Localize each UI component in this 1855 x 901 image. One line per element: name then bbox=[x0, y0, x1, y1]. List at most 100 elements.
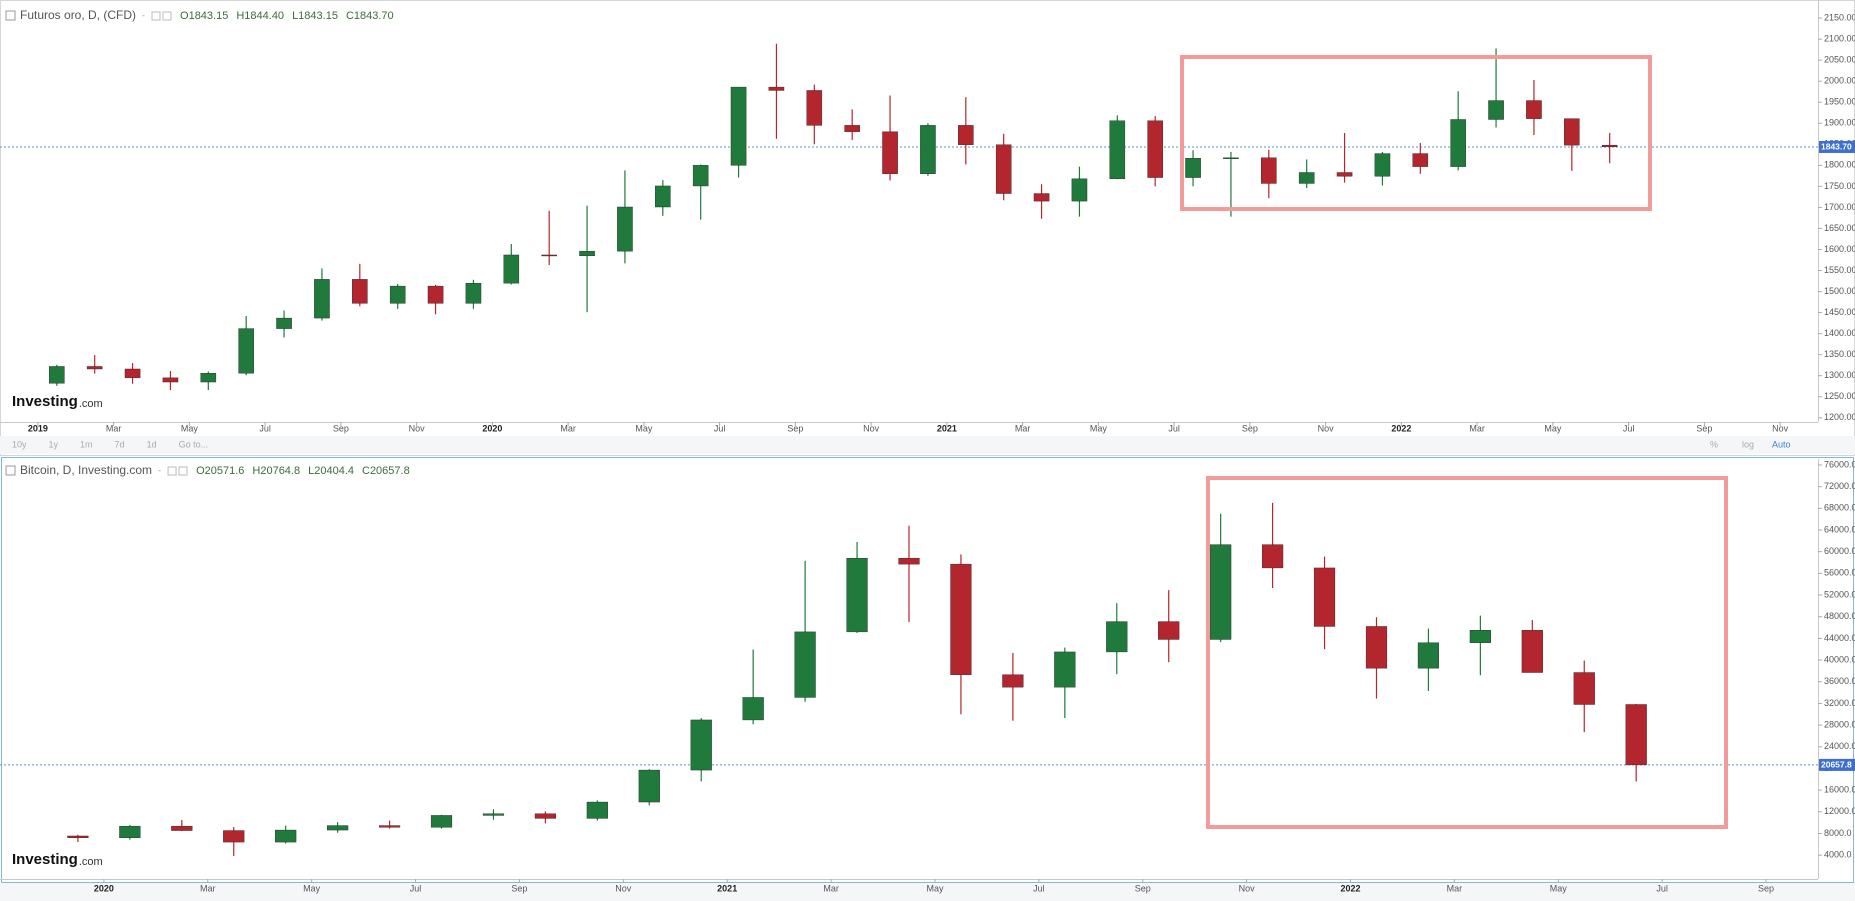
candle-body bbox=[1469, 630, 1491, 643]
candle-body bbox=[768, 86, 785, 91]
candle-body bbox=[882, 131, 898, 174]
x-tick-label: Nov bbox=[1318, 423, 1335, 433]
settings-icon bbox=[167, 466, 177, 476]
candle-body bbox=[617, 206, 633, 252]
range-button[interactable]: 1y bbox=[49, 439, 59, 449]
y-tick-label: 1250.00 bbox=[1824, 391, 1855, 401]
candle-body bbox=[1106, 621, 1128, 653]
y-tick-label: 56000.0 bbox=[1824, 568, 1855, 578]
candle-body bbox=[541, 254, 557, 257]
y-tick-label: 1550.00 bbox=[1824, 265, 1855, 275]
candle-body bbox=[1526, 100, 1542, 119]
x-tick-label: 2020 bbox=[482, 423, 502, 433]
candle-body bbox=[920, 125, 936, 174]
y-tick-label: 2100.00 bbox=[1824, 34, 1855, 44]
x-tick-label: Jul bbox=[1033, 883, 1045, 893]
x-tick-label: Nov bbox=[1772, 423, 1789, 433]
candle-body bbox=[958, 125, 974, 145]
candle-body bbox=[1147, 120, 1163, 178]
highlight-box bbox=[1180, 55, 1652, 211]
candle-body bbox=[586, 801, 608, 819]
y-tick-label: 44000.0 bbox=[1824, 633, 1855, 643]
ohlc-value: H20764.8 bbox=[252, 465, 300, 477]
candle-body bbox=[314, 279, 330, 319]
range-button[interactable]: Go to... bbox=[179, 439, 209, 449]
x-tick-label: Jul bbox=[1623, 423, 1635, 433]
y-tick-label: 1400.00 bbox=[1824, 328, 1855, 338]
candle-body bbox=[846, 557, 868, 633]
candle-body bbox=[1365, 626, 1388, 669]
candle-body bbox=[638, 769, 660, 803]
x-tick-label: Mar bbox=[1469, 423, 1485, 433]
ohlc-value: O1843.15 bbox=[180, 10, 228, 22]
option-button[interactable]: % bbox=[1710, 439, 1718, 449]
candle-body bbox=[1450, 119, 1466, 167]
last-price-label: 20657.8 bbox=[1821, 760, 1852, 770]
x-tick-label: Mar bbox=[200, 883, 216, 893]
x-tick-label: Mar bbox=[1015, 423, 1031, 433]
x-tick-label: May bbox=[181, 423, 199, 433]
x-tick-label: Sep bbox=[787, 423, 803, 433]
candle-body bbox=[1033, 193, 1050, 202]
candle-body bbox=[465, 282, 482, 304]
dropdown-icon: - bbox=[158, 465, 161, 475]
x-tick-label: Nov bbox=[615, 883, 632, 893]
candle-body bbox=[950, 563, 972, 675]
ohlc-value: C20657.8 bbox=[362, 465, 410, 477]
candle-body bbox=[898, 557, 920, 565]
y-tick-label: 12000.0 bbox=[1824, 806, 1855, 816]
x-tick-label: Jul bbox=[714, 423, 726, 433]
last-price-label: 1843.70 bbox=[1821, 142, 1852, 152]
candle-body bbox=[49, 366, 65, 384]
candle-body bbox=[1417, 642, 1440, 669]
candle-body bbox=[276, 317, 292, 329]
candle-body bbox=[1223, 157, 1239, 159]
candle-body bbox=[1412, 153, 1429, 167]
candle-body bbox=[171, 825, 193, 831]
candle-body bbox=[1625, 704, 1647, 766]
x-tick-label: Mar bbox=[823, 883, 839, 893]
y-tick-label: 1950.00 bbox=[1824, 97, 1855, 107]
y-tick-label: 64000.0 bbox=[1824, 524, 1855, 534]
ohlc-value: C1843.70 bbox=[346, 10, 394, 22]
candle-body bbox=[1336, 172, 1353, 177]
y-tick-label: 1450.00 bbox=[1824, 307, 1855, 317]
x-tick-label: Jul bbox=[259, 423, 271, 433]
ohlc-value: H1844.40 bbox=[236, 10, 284, 22]
x-tick-label: Sep bbox=[1242, 423, 1258, 433]
candle-body bbox=[1298, 172, 1315, 184]
y-tick-label: 40000.0 bbox=[1824, 654, 1855, 664]
candle-body bbox=[579, 250, 595, 257]
candle-body bbox=[352, 279, 368, 304]
candle-body bbox=[794, 631, 816, 698]
x-tick-label: Nov bbox=[1239, 883, 1256, 893]
option-button[interactable]: Auto bbox=[1772, 439, 1791, 449]
x-tick-label: May bbox=[635, 423, 653, 433]
option-button[interactable]: log bbox=[1742, 439, 1754, 449]
x-tick-label: May bbox=[1544, 423, 1562, 433]
x-tick-label: 2021 bbox=[937, 423, 957, 433]
range-button[interactable]: 10y bbox=[12, 439, 27, 449]
y-tick-label: 68000.0 bbox=[1824, 503, 1855, 513]
range-button[interactable]: 1d bbox=[147, 439, 157, 449]
bitcoin-panel bbox=[1, 457, 1854, 883]
collapse-icon bbox=[5, 10, 16, 21]
candle-body bbox=[1488, 100, 1504, 120]
range-button[interactable]: 1m bbox=[80, 439, 93, 449]
candle-body bbox=[730, 86, 747, 166]
candle-body bbox=[427, 285, 444, 304]
range-button[interactable]: 7d bbox=[115, 439, 125, 449]
candle-body bbox=[162, 377, 179, 383]
ohlc-value: L1843.15 bbox=[292, 10, 338, 22]
collapse-icon bbox=[5, 465, 16, 476]
y-tick-label: 76000.0 bbox=[1824, 459, 1855, 469]
x-tick-label: May bbox=[1090, 423, 1108, 433]
candle-body bbox=[1564, 118, 1580, 146]
y-tick-label: 8000.0 bbox=[1824, 828, 1852, 838]
candle-body bbox=[1210, 544, 1232, 640]
y-tick-label: 1300.00 bbox=[1824, 370, 1855, 380]
x-tick-label: Mar bbox=[106, 423, 122, 433]
dropdown-icon: - bbox=[142, 10, 145, 20]
candle-body bbox=[200, 372, 217, 383]
